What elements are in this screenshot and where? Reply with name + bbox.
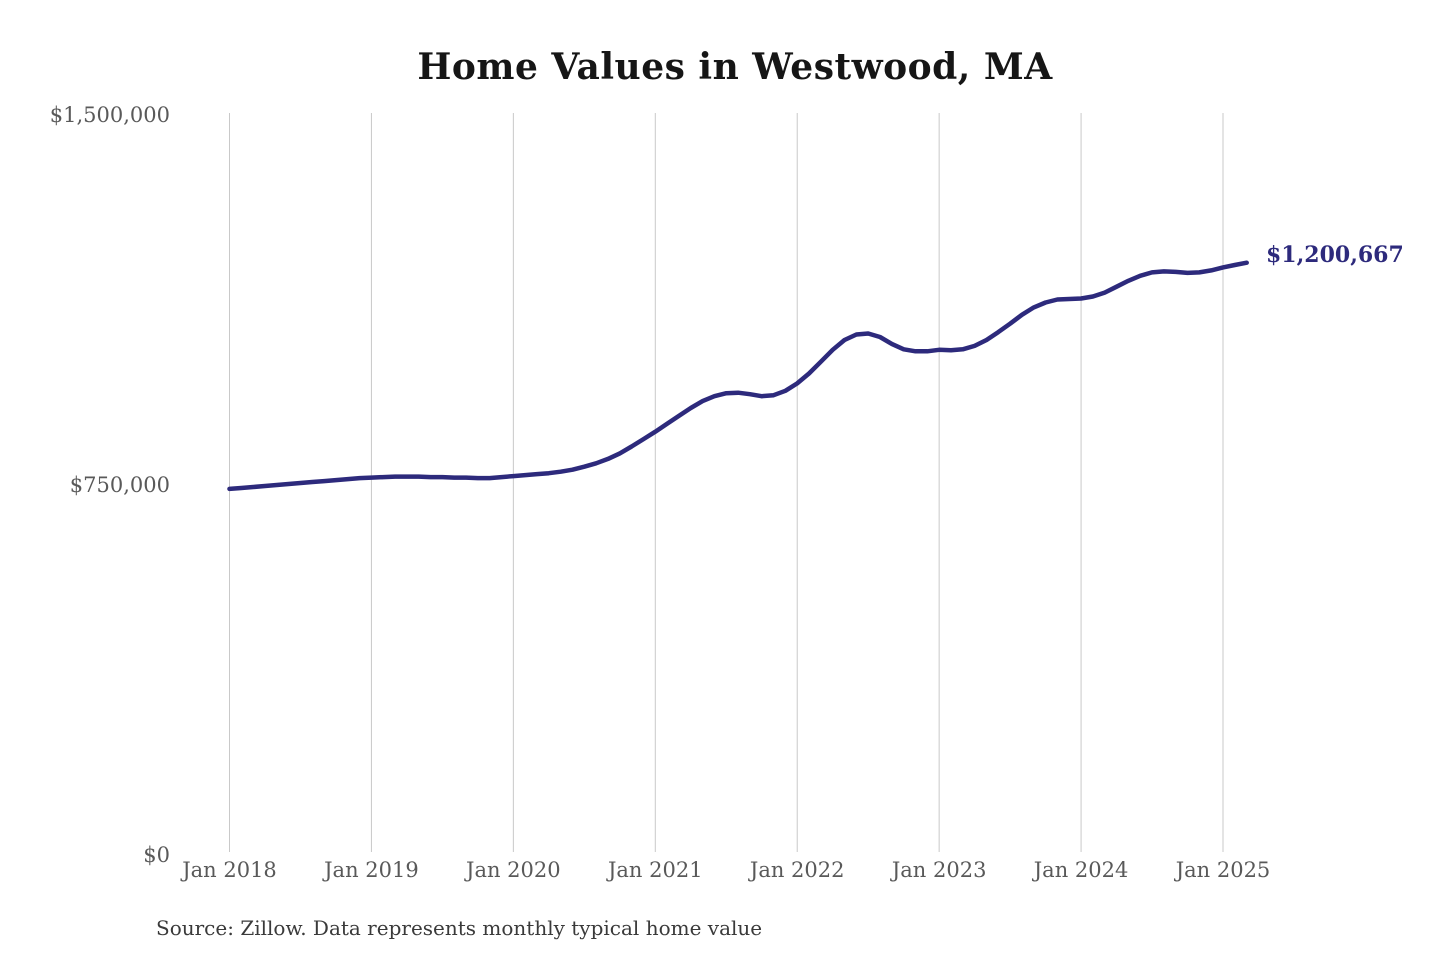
x-tick-label-jan-2022: Jan 2022 xyxy=(749,858,845,882)
x-tick-label-jan-2018: Jan 2018 xyxy=(182,858,277,882)
home-value-line xyxy=(227,260,1249,492)
x-tick-label-jan-2025: Jan 2025 xyxy=(1175,858,1271,882)
x-tick-label-jan-2023: Jan 2023 xyxy=(891,858,987,882)
y-tick-label-0: $0 xyxy=(143,843,170,867)
end-value-label: $1,200,667 xyxy=(1266,242,1404,268)
source-note: Source: Zillow. Data represents monthly … xyxy=(156,916,763,940)
y-tick-label-1500000: $1,500,000 xyxy=(49,103,170,127)
series-group xyxy=(227,260,1249,492)
chart-title: Home Values in Westwood, MA xyxy=(417,46,1053,88)
x-tick-label-jan-2021: Jan 2021 xyxy=(607,858,703,882)
y-tick-label-750000: $750,000 xyxy=(69,473,170,497)
x-tick-label-jan-2019: Jan 2019 xyxy=(324,858,419,882)
x-tick-label-jan-2024: Jan 2024 xyxy=(1033,858,1129,882)
x-tick-label-jan-2020: Jan 2020 xyxy=(466,858,561,882)
gridlines-group xyxy=(229,113,1224,852)
